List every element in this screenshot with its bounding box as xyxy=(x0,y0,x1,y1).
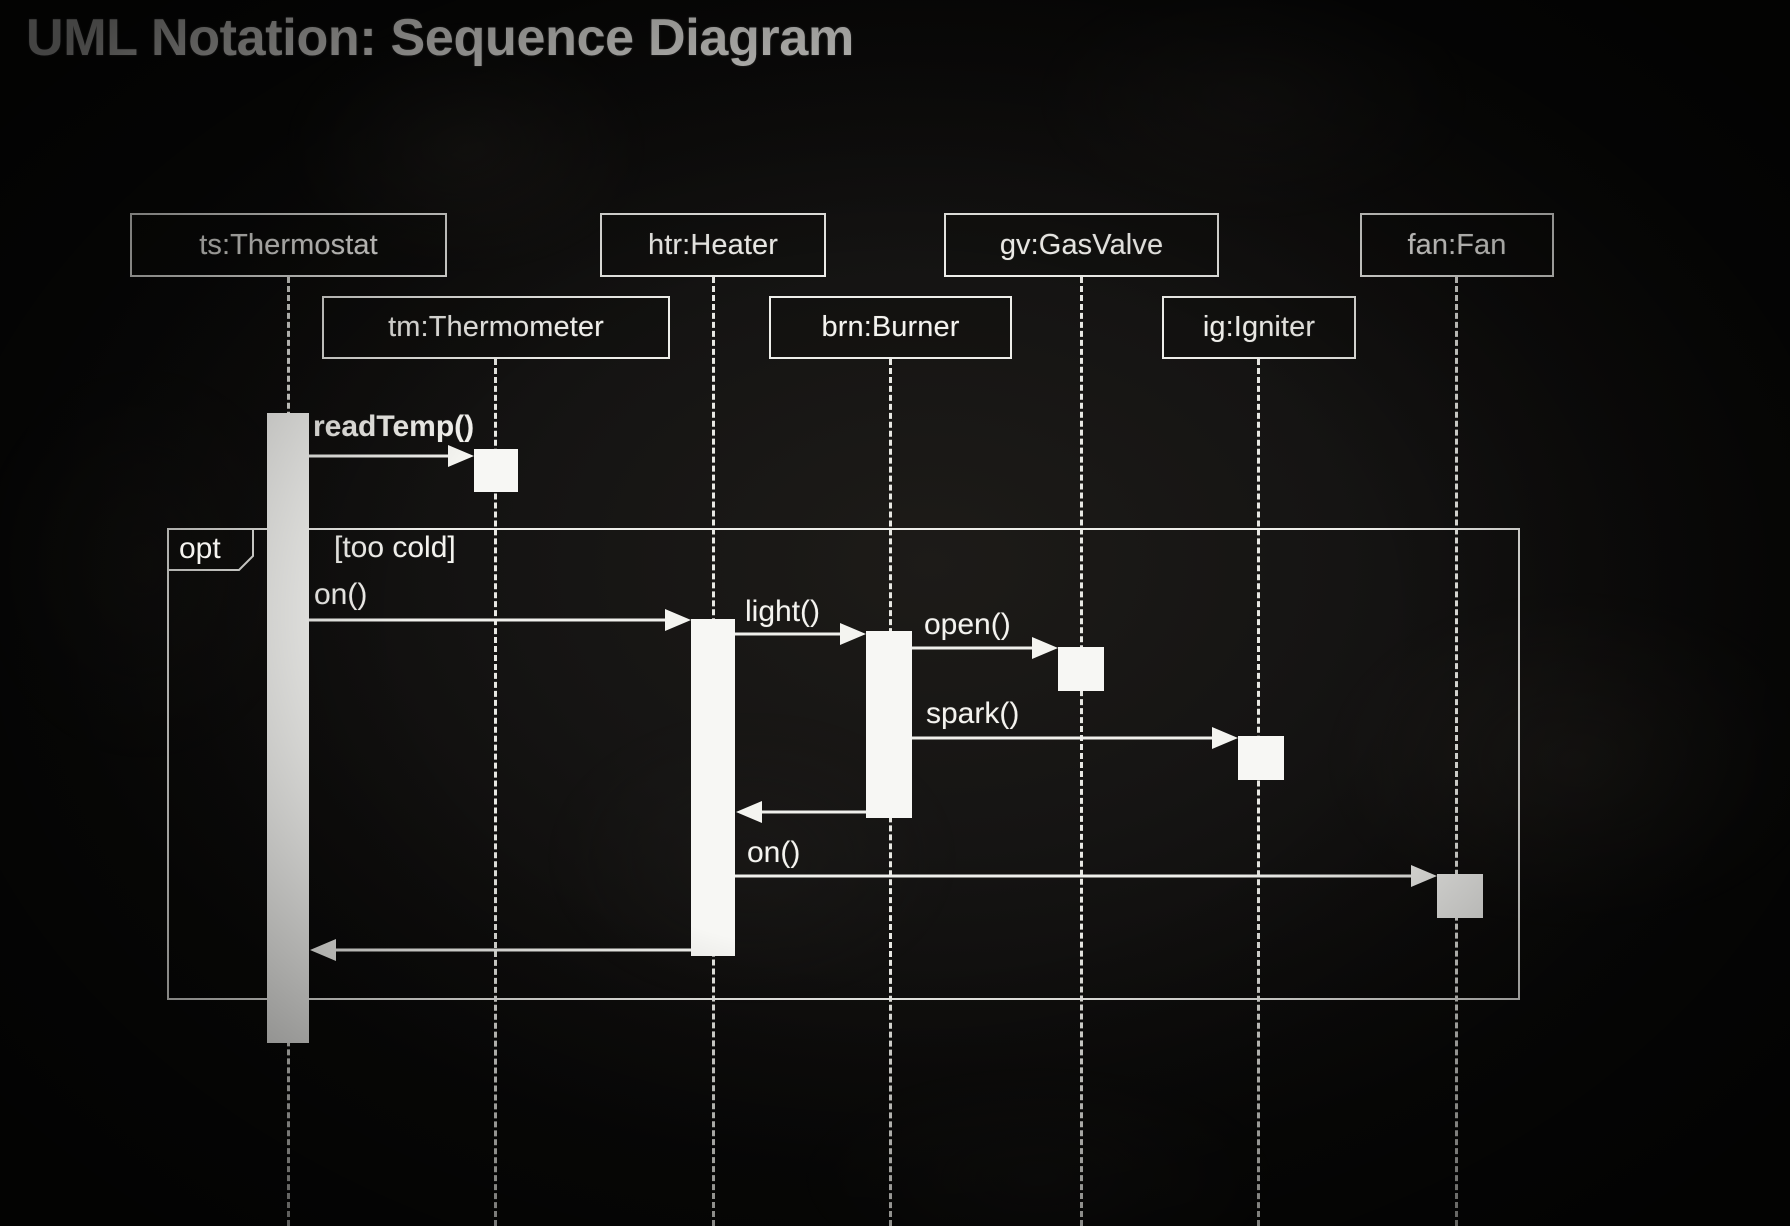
lifeline-head-htr[interactable]: htr:Heater xyxy=(600,213,826,277)
arrowhead-m1 xyxy=(448,445,474,467)
lifeline-label-gv: gv:GasValve xyxy=(999,228,1164,261)
fragment-operator-label: opt xyxy=(179,532,221,565)
lifeline-label-htr: htr:Heater xyxy=(648,228,778,261)
message-label-m4: open() xyxy=(924,608,1011,641)
activation-bar-ig[interactable] xyxy=(1238,736,1284,780)
message-label-m1: readTemp() xyxy=(313,410,475,443)
activation-bar-brn[interactable] xyxy=(866,631,912,818)
lifeline-label-brn: brn:Burner xyxy=(821,311,960,343)
lifeline-label-ig: ig:Igniter xyxy=(1202,311,1316,343)
lifeline-head-ig[interactable]: ig:Igniter xyxy=(1162,296,1356,359)
lifeline-head-brn[interactable]: brn:Burner xyxy=(769,296,1012,359)
message-label-m3: light() xyxy=(745,595,821,628)
lifeline-label-fan: fan:Fan xyxy=(1407,228,1507,261)
combined-fragment-opt[interactable] xyxy=(167,528,1520,1000)
lifeline-label-tm: tm:Thermometer xyxy=(388,311,604,343)
fragment-operator-tab: opt xyxy=(167,528,254,571)
message-label-m7: on() xyxy=(747,836,801,869)
activation-bar-ts[interactable] xyxy=(267,413,309,1043)
activation-bar-tm[interactable] xyxy=(474,449,518,492)
lifeline-label-ts: ts:Thermostat xyxy=(199,228,378,261)
message-m1[interactable] xyxy=(309,445,474,467)
lifeline-head-ts[interactable]: ts:Thermostat xyxy=(130,213,447,277)
fragment-guard-condition: [too cold] xyxy=(334,531,456,564)
activation-bar-fan[interactable] xyxy=(1437,874,1483,918)
lifeline-head-gv[interactable]: gv:GasValve xyxy=(944,213,1219,277)
message-label-m2: on() xyxy=(314,578,368,611)
activation-bar-htr[interactable] xyxy=(691,619,735,956)
lifeline-head-tm[interactable]: tm:Thermometer xyxy=(322,296,670,359)
page-title: UML Notation: Sequence Diagram xyxy=(26,9,854,67)
message-label-m5: spark() xyxy=(926,697,1020,730)
activation-bar-gv[interactable] xyxy=(1058,647,1104,691)
lifeline-head-fan[interactable]: fan:Fan xyxy=(1360,213,1554,277)
